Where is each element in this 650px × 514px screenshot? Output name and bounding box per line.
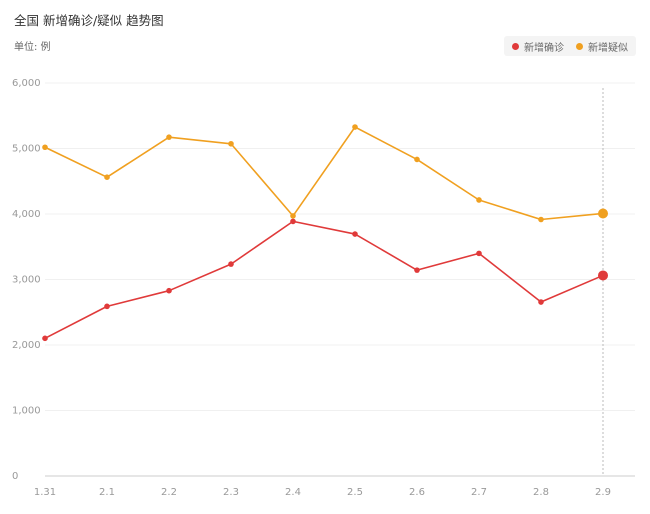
data-point-0[interactable] xyxy=(476,250,482,257)
y-tick-label: 0 xyxy=(12,471,18,482)
x-tick-label: 2.5 xyxy=(347,487,363,498)
data-point-1[interactable] xyxy=(414,156,420,163)
x-tick-label: 2.3 xyxy=(223,487,239,498)
legend-item-confirmed[interactable]: 新增确诊 xyxy=(512,39,564,54)
legend: 新增确诊 新增疑似 xyxy=(504,36,636,56)
x-tick-label: 2.9 xyxy=(595,487,611,498)
data-point-0[interactable] xyxy=(166,287,172,294)
data-point-1[interactable] xyxy=(166,134,172,140)
data-point-0[interactable] xyxy=(42,335,48,342)
data-point-0[interactable] xyxy=(352,231,358,237)
x-tick-label: 2.6 xyxy=(409,487,425,498)
chart-title: 全国 新增确诊/疑似 趋势图 xyxy=(14,13,164,28)
x-tick-label: 2.7 xyxy=(471,487,487,498)
data-point-1[interactable] xyxy=(598,208,608,219)
data-point-1[interactable] xyxy=(476,197,482,203)
y-tick-label: 1,000 xyxy=(12,406,41,417)
data-point-1[interactable] xyxy=(42,144,48,151)
data-point-1[interactable] xyxy=(352,124,358,130)
data-point-0[interactable] xyxy=(598,270,608,281)
legend-item-suspected[interactable]: 新增疑似 xyxy=(576,39,628,54)
legend-dot-suspected-icon xyxy=(576,42,583,50)
x-tick-label: 2.4 xyxy=(285,487,301,498)
data-point-0[interactable] xyxy=(104,303,110,310)
x-tick-label: 2.2 xyxy=(161,487,177,498)
data-point-0[interactable] xyxy=(228,261,234,267)
x-tick-label: 1.31 xyxy=(34,487,56,498)
y-tick-label: 5,000 xyxy=(12,144,41,155)
data-point-1[interactable] xyxy=(290,213,296,219)
data-point-0[interactable] xyxy=(538,299,544,305)
y-tick-label: 3,000 xyxy=(12,275,41,286)
series-line-0 xyxy=(44,220,604,340)
data-point-0[interactable] xyxy=(414,267,420,273)
legend-label-suspected: 新增疑似 xyxy=(588,42,628,54)
y-tick-label: 4,000 xyxy=(12,209,41,220)
legend-label-confirmed: 新增确诊 xyxy=(524,42,564,54)
x-tick-label: 2.1 xyxy=(99,487,115,498)
data-point-1[interactable] xyxy=(538,216,544,223)
y-tick-label: 6,000 xyxy=(12,78,41,89)
legend-dot-confirmed-icon xyxy=(512,42,519,50)
data-point-0[interactable] xyxy=(290,218,296,225)
y-tick-label: 2,000 xyxy=(12,340,41,351)
unit-label: 单位: 例 xyxy=(14,42,51,53)
data-point-1[interactable] xyxy=(228,140,234,147)
x-tick-label: 2.8 xyxy=(533,487,549,498)
data-point-1[interactable] xyxy=(104,174,110,180)
series-line-1 xyxy=(44,126,604,221)
